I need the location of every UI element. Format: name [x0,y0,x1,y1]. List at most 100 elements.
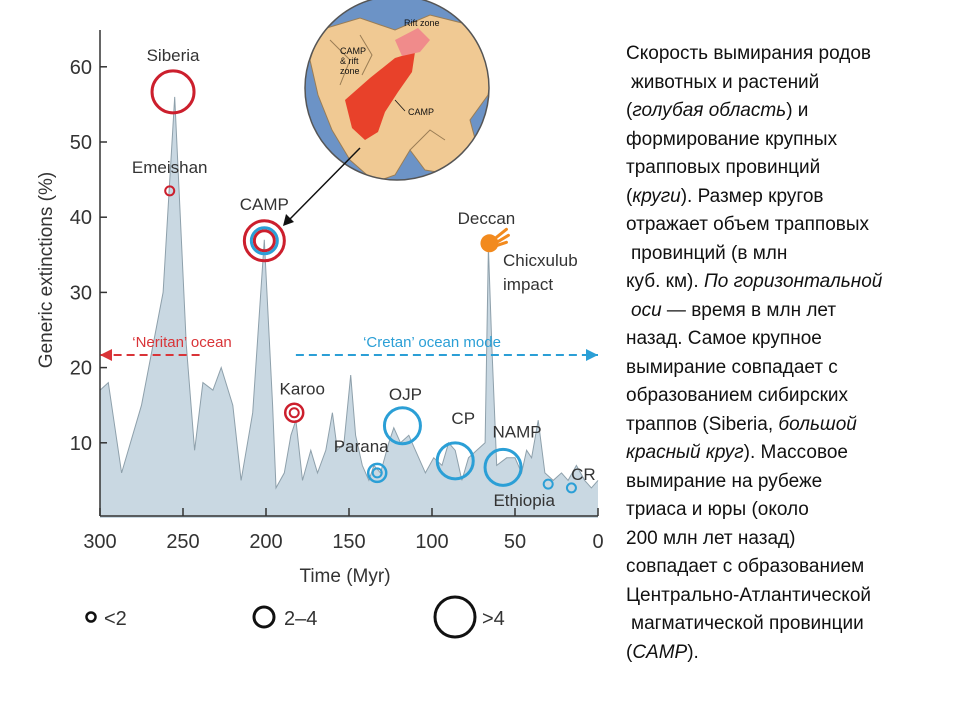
desc-line: магматической провинции [631,613,864,634]
lip-circle-inner [249,226,279,256]
desc-line: животных и растений [631,71,820,93]
desc-line: траппов (Siberia, большой [626,413,857,435]
lip-circle [288,407,300,419]
ocean-mode-label: ‘Neritan’ ocean [132,334,232,351]
camp-region [345,52,415,140]
desc-line: красный круг). Массовое [626,442,848,463]
lip-circle-outer [283,402,305,423]
ocean-mode-arrowhead [100,349,112,361]
description-text: Скорость вымирания родов животных и раст… [626,40,956,667]
impact-trail [494,227,510,247]
x-tick-label: 300 [83,531,116,553]
lip-circle [565,482,577,494]
desc-emph: оси [631,299,662,321]
desc-line: куб. км). По горизонтальной [626,271,883,292]
lip-label: CR [571,465,596,484]
camp-link-arrow [288,147,361,221]
desc-emph: CAMP [632,641,688,663]
desc-line: триаса и юры (около [626,499,809,520]
desc-line: (CAMP). [626,641,699,663]
ocean-mode-label: ‘Cretan’ ocean mode [363,334,501,351]
desc-emph: По горизонтальной [703,271,883,292]
lip-label: Siberia [147,46,200,65]
landmass-borders [329,34,446,151]
desc-line: образованием сибирских [626,385,848,406]
desc-line: вымирание совпадает с [626,356,838,378]
desc-line: формирование крупных [626,128,838,150]
x-tick-label: 250 [166,531,199,553]
inset-label-rift: Rift zone [404,18,440,28]
lip-circle [371,467,383,479]
y-tick-label: 40 [70,207,92,229]
y-tick-label: 60 [70,57,92,79]
desc-line: оси — время в млн лет [631,299,837,321]
lip-circle-outer [242,219,286,263]
lip-label: Parana [334,437,389,456]
lip-circle [150,69,196,115]
desc-line: 200 млн лет назад) [626,527,796,549]
inset-label-camp-rift: CAMP [340,46,366,56]
y-tick-label: 10 [70,433,92,455]
lip-label: Emeishan [132,158,208,177]
desc-line: Скорость вымирания родов [626,43,872,64]
x-tick-label: 100 [415,531,448,553]
desc-line: вымирание на рубеже [626,470,823,492]
lip-circle [435,441,475,481]
y-tick-label: 30 [70,282,92,304]
lip-circle [483,447,523,487]
desc-line: трапповых провинций [626,157,821,178]
extinction-area [100,96,598,519]
y-tick-label: 50 [70,132,92,154]
lip-circle [252,229,276,253]
lip-label: OJP [389,385,422,404]
lip-circle [542,478,554,490]
globe-outline [304,0,490,181]
desc-line: Центрально-Атлантической [626,584,871,606]
impact-label: impact [503,275,553,294]
lip-circle [164,185,176,197]
impact-label: Chicxulub [503,251,578,270]
lip-circle-outer [366,462,388,484]
legend-label: >4 [482,608,505,630]
desc-line: (голубая область) и [626,100,809,121]
legend-label: 2–4 [284,608,317,630]
inset-pointer [394,99,406,112]
x-axis-label: Time (Myr) [299,566,390,587]
y-axis-label: Generic extinctions (%) [36,172,57,368]
x-tick-label: 50 [504,531,526,553]
x-tick-label: 0 [592,531,603,553]
lip-circle [382,406,422,446]
inset-label-camp-rift: & rift [340,56,359,66]
extinction-chart: 10 20 30 40 50 60 300 250 200 150 100 50 0 Time (Myr)… [36,0,604,639]
lip-label: CAMP [240,195,289,214]
lip-label: NAMP [492,422,541,441]
desc-emph: круги [632,185,681,207]
rift-zone [395,28,430,56]
x-tick-label: 200 [249,531,282,553]
desc-emph: голубая область [632,100,787,121]
legend-circle-small [85,611,97,623]
desc-line: отражает объем трапповых [626,214,870,235]
desc-line: назад. Самое крупное [626,328,822,349]
desc-line: провинций (в млн [631,242,788,264]
legend-circle-medium [252,605,276,629]
desc-emph: большой [778,413,857,435]
desc-line: (круги). Размер кругов [626,185,824,207]
impact-marker [480,234,499,253]
legend-circle-large [433,595,477,639]
ocean-mode-arrowhead [586,349,598,361]
y-tick-label: 20 [70,358,92,380]
chart-overlay [283,147,361,226]
deccan-label: Deccan [458,209,516,228]
lip-label: CP [451,409,475,428]
globe-content [309,14,489,180]
inset-label-camp: CAMP [408,107,434,117]
lip-label: Karoo [280,380,325,399]
plot-area: 10 20 30 40 50 60 300 250 200 150 100 50 0 Time (Myr)… [36,30,604,639]
desc-emph: красный круг [626,442,744,463]
camp-link-arrowhead [283,214,294,226]
legend-label: <2 [104,608,127,630]
lip-label: Ethiopia [493,491,555,510]
inset-label-camp-rift: zone [340,66,360,76]
